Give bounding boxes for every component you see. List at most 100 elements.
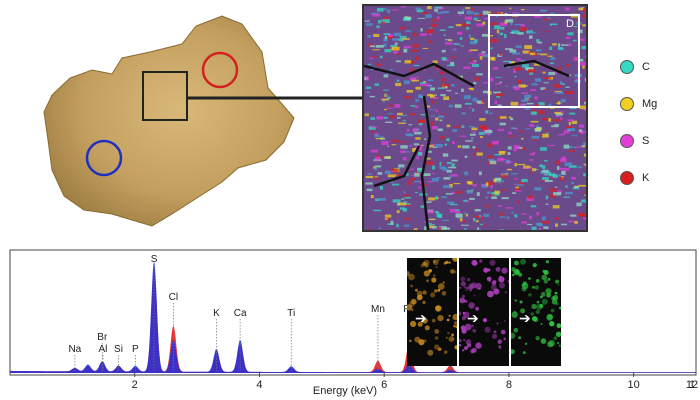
map-pixel <box>551 125 559 128</box>
map-pixel <box>557 166 560 170</box>
map-pixel <box>522 64 529 68</box>
map-pixel <box>513 68 517 73</box>
map-pixel <box>466 21 471 25</box>
map-pixel <box>498 153 502 156</box>
map-pixel <box>455 210 461 214</box>
map-pixel <box>441 49 446 53</box>
inset-particle <box>489 281 491 283</box>
map-pixel <box>425 83 430 87</box>
map-pixel <box>562 133 565 135</box>
inset-particle <box>482 318 488 323</box>
map-pixel <box>494 22 498 25</box>
map-pixel <box>389 115 396 119</box>
legend-swatch <box>620 60 634 74</box>
map-pixel <box>506 19 514 23</box>
map-pixel <box>532 109 536 112</box>
map-pixel <box>464 155 468 158</box>
inset-particle <box>408 273 415 281</box>
map-pixel <box>554 111 562 114</box>
map-pixel <box>478 171 482 176</box>
map-pixel <box>556 92 564 94</box>
map-pixel <box>545 195 549 200</box>
inset-particle <box>493 330 497 334</box>
map-pixel <box>397 112 403 116</box>
map-pixel <box>375 156 381 161</box>
map-pixel <box>466 189 473 194</box>
map-pixel <box>436 177 441 179</box>
map-pixel <box>395 60 401 63</box>
map-pixel <box>432 60 438 64</box>
inset-particle <box>441 291 447 296</box>
inset-particle <box>455 325 457 329</box>
inset-particle <box>464 323 472 331</box>
inset-particle <box>472 328 477 333</box>
map-pixel <box>404 197 411 199</box>
inset-particle <box>430 292 436 298</box>
map-pixel <box>401 198 405 200</box>
x-axis-label: Energy (keV) <box>313 385 377 397</box>
map-pixel <box>565 126 573 128</box>
map-pixel <box>512 12 517 14</box>
inset-particle <box>443 262 447 265</box>
map-pixel <box>374 134 380 138</box>
map-pixel <box>446 169 452 173</box>
x-tick-label: 12 <box>686 379 698 391</box>
inset-particle <box>469 288 472 292</box>
inset-particle <box>512 273 515 277</box>
map-pixel <box>478 131 485 135</box>
map-pixel <box>390 220 394 225</box>
inset-particle <box>550 308 555 313</box>
map-pixel <box>414 105 419 109</box>
map-pixel <box>371 130 375 133</box>
map-pixel <box>537 41 543 44</box>
map-pixel <box>549 46 553 50</box>
map-pixel <box>494 154 500 156</box>
map-pixel <box>376 118 379 120</box>
map-pixel <box>443 177 451 180</box>
map-pixel <box>415 76 419 78</box>
legend-label: K <box>642 172 650 184</box>
map-pixel <box>471 127 478 131</box>
map-pixel <box>574 79 581 83</box>
map-pixel <box>441 163 444 165</box>
map-pixel <box>582 8 586 12</box>
map-pixel <box>516 184 524 186</box>
map-pixel <box>453 183 461 185</box>
map-pixel <box>550 12 555 16</box>
map-pixel <box>561 168 570 171</box>
inset-particle <box>407 304 413 311</box>
map-pixel <box>442 167 448 171</box>
inset-particle <box>552 295 559 301</box>
inset-particle <box>531 303 537 310</box>
map-pixel <box>387 174 396 178</box>
map-pixel <box>512 52 521 55</box>
map-pixel <box>442 113 445 116</box>
map-pixel <box>582 65 585 69</box>
map-pixel <box>554 124 560 126</box>
map-pixel <box>524 94 532 98</box>
map-pixel <box>443 96 450 100</box>
x-tick-label: 10 <box>628 379 640 391</box>
map-pixel <box>541 70 544 72</box>
map-pixel <box>438 226 447 230</box>
map-pixel <box>443 185 451 189</box>
map-pixel <box>531 83 538 86</box>
map-pixel <box>488 155 492 159</box>
map-pixel <box>368 126 376 130</box>
inset-particle <box>543 279 548 284</box>
map-pixel <box>566 64 570 67</box>
map-pixel <box>463 199 468 202</box>
map-pixel <box>511 127 516 129</box>
map-pixel <box>469 49 478 51</box>
map-pixel <box>487 35 493 37</box>
map-pixel <box>472 64 479 67</box>
map-pixel <box>456 191 463 194</box>
map-pixel <box>416 156 420 160</box>
map-pixel <box>370 12 379 15</box>
inset-particle <box>528 293 532 297</box>
map-pixel <box>437 128 443 132</box>
map-pixel <box>495 76 502 79</box>
map-pixel <box>396 210 400 214</box>
map-pixel <box>374 176 379 178</box>
map-pixel <box>461 88 464 92</box>
